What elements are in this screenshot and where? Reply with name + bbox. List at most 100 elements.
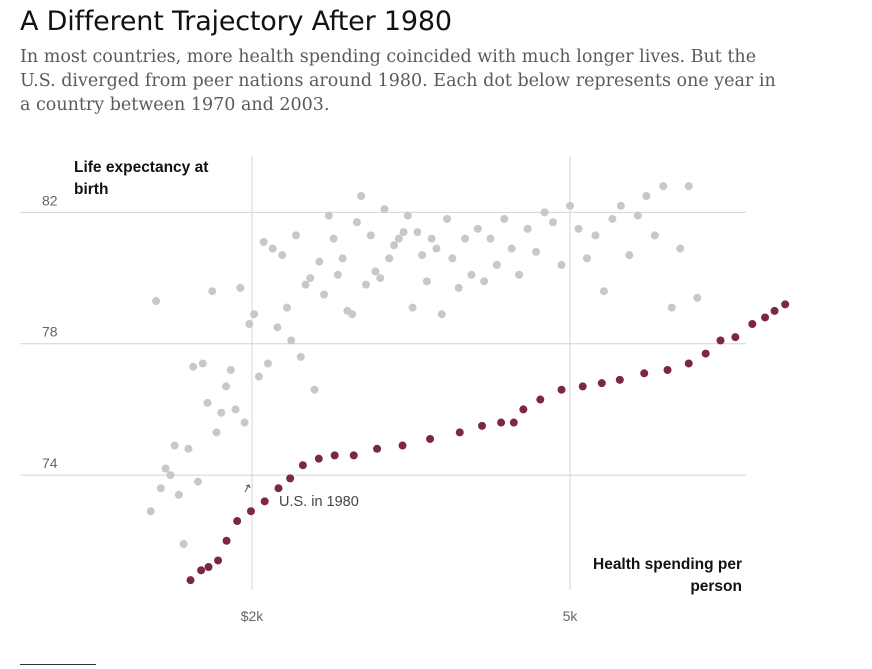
other-country-point xyxy=(515,270,524,279)
us-point xyxy=(426,434,435,443)
other-country-point xyxy=(432,244,441,253)
us-point xyxy=(519,405,528,414)
other-country-point xyxy=(427,234,436,243)
other-country-point xyxy=(348,310,357,319)
other-country-point xyxy=(287,336,296,345)
annotation-arrow-icon xyxy=(244,484,251,493)
other-country-point xyxy=(217,408,226,417)
other-country-point xyxy=(212,428,221,437)
us-series xyxy=(186,300,790,585)
other-country-point xyxy=(403,211,412,220)
other-country-point xyxy=(693,293,702,302)
other-country-point xyxy=(591,231,600,240)
other-country-point xyxy=(557,260,566,269)
other-country-point xyxy=(408,303,417,312)
other-country-point xyxy=(480,277,489,286)
other-country-point xyxy=(222,382,231,391)
us-point xyxy=(615,375,624,384)
other-country-point xyxy=(189,362,198,371)
other-country-point xyxy=(357,191,366,200)
other-country-point xyxy=(437,310,446,319)
other-country-point xyxy=(582,254,591,263)
us-point xyxy=(260,497,269,506)
other-country-point xyxy=(146,507,155,516)
us-point xyxy=(536,395,545,404)
other-country-point xyxy=(676,244,685,253)
other-country-point xyxy=(492,260,501,269)
other-country-point xyxy=(549,218,558,227)
other-country-point xyxy=(198,359,207,368)
other-country-point xyxy=(361,280,370,289)
other-country-point xyxy=(684,182,693,191)
other-country-point xyxy=(385,254,394,263)
other-country-point xyxy=(263,359,272,368)
other-country-point xyxy=(625,251,634,260)
us-point xyxy=(509,418,518,427)
us-point xyxy=(497,418,506,427)
other-country-point xyxy=(231,405,240,414)
other-country-point xyxy=(320,290,329,299)
other-country-point xyxy=(461,234,470,243)
other-country-point xyxy=(250,310,259,319)
other-country-point xyxy=(338,254,347,263)
us-point xyxy=(373,444,382,453)
us-point xyxy=(274,484,283,493)
other-country-point xyxy=(161,464,170,473)
other-country-point xyxy=(599,287,608,296)
y-tick-label: 82 xyxy=(42,192,58,208)
other-country-point xyxy=(507,244,516,253)
other-country-point xyxy=(282,303,291,312)
other-country-point xyxy=(371,267,380,276)
us-point xyxy=(186,576,195,585)
axis-ticks: 74 78 82 $2k 5k xyxy=(42,192,578,624)
other-country-point xyxy=(467,270,476,279)
other-country-point xyxy=(650,231,659,240)
other-countries-series xyxy=(146,182,702,549)
gridlines xyxy=(20,156,746,590)
us-point xyxy=(286,474,295,483)
other-country-point xyxy=(366,231,375,240)
other-country-point xyxy=(240,418,249,427)
other-country-point xyxy=(301,280,310,289)
us-point xyxy=(684,359,693,368)
other-country-point xyxy=(310,385,319,394)
us-point xyxy=(398,441,407,450)
us-point xyxy=(761,313,770,322)
other-country-point xyxy=(152,297,161,306)
us-point xyxy=(455,428,464,437)
us-point xyxy=(748,320,757,329)
y-tick-label: 74 xyxy=(42,455,58,471)
other-country-point xyxy=(500,214,509,223)
other-country-point xyxy=(454,283,463,292)
other-country-point xyxy=(566,201,574,210)
us-point xyxy=(222,536,231,545)
other-country-point xyxy=(203,398,212,407)
other-country-point xyxy=(324,211,333,220)
other-country-point xyxy=(380,205,389,214)
other-country-point xyxy=(236,283,245,292)
other-country-point xyxy=(608,214,617,223)
us-point xyxy=(233,517,242,526)
other-country-point xyxy=(156,484,165,493)
chart-subtitle: In most countries, more health spending … xyxy=(20,47,776,115)
us-point xyxy=(597,379,606,388)
other-country-point xyxy=(170,441,179,450)
other-country-point xyxy=(296,352,305,361)
x-tick-label: $2k xyxy=(241,608,265,624)
us-point xyxy=(731,333,740,342)
other-country-point xyxy=(184,444,193,453)
other-country-point xyxy=(473,224,482,233)
other-country-point xyxy=(315,257,324,266)
other-country-point xyxy=(633,211,642,220)
other-country-point xyxy=(448,254,457,263)
other-country-point xyxy=(443,214,452,223)
us-point xyxy=(349,451,358,460)
us-point xyxy=(557,385,566,394)
us-point xyxy=(298,461,307,470)
y-axis-label: Life expectancy at birth xyxy=(74,159,208,198)
us-point xyxy=(330,451,339,460)
other-country-point xyxy=(399,228,408,237)
other-country-point xyxy=(208,287,217,296)
other-country-point xyxy=(254,372,263,381)
us-point xyxy=(640,369,649,378)
